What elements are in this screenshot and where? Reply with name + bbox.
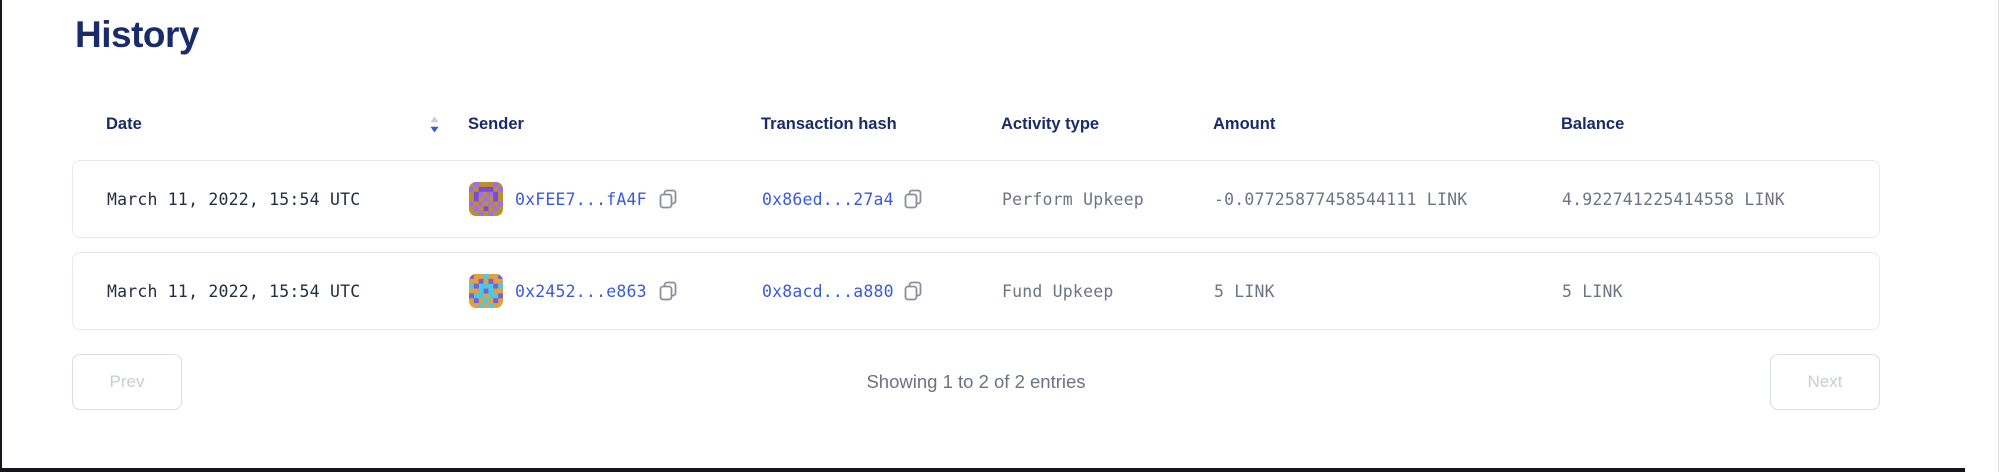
history-table: Date Sender Transaction hash Activity ty… bbox=[72, 109, 1880, 330]
column-header-transaction-hash[interactable]: Transaction hash bbox=[761, 115, 1001, 134]
balance-value: 5 LINK bbox=[1562, 281, 1623, 301]
pagination-bar: Prev Showing 1 to 2 of 2 entries Next bbox=[72, 354, 1880, 410]
copy-icon[interactable] bbox=[904, 189, 922, 209]
balance-cell: 5 LINK bbox=[1562, 282, 1879, 301]
transaction-hash-link[interactable]: 0x8acd...a880 bbox=[762, 281, 894, 301]
balance-value: 4.922741225414558 LINK bbox=[1562, 189, 1785, 209]
sender-address-link[interactable]: 0x2452...e863 bbox=[515, 281, 647, 301]
copy-icon[interactable] bbox=[659, 281, 677, 301]
sort-descending-icon[interactable] bbox=[429, 116, 440, 133]
transaction-hash-cell: 0x86ed...27a4 bbox=[762, 189, 1002, 209]
date-cell: March 11, 2022, 15:54 UTC bbox=[107, 282, 469, 301]
date-value: March 11, 2022, 15:54 UTC bbox=[107, 189, 361, 209]
copy-icon[interactable] bbox=[904, 281, 922, 301]
sender-cell: 0xFEE7...fA4F bbox=[469, 182, 762, 216]
copy-icon[interactable] bbox=[659, 189, 677, 209]
table-row: March 11, 2022, 15:54 UTC 0xFEE7...fA4F … bbox=[72, 160, 1880, 238]
column-header-sender[interactable]: Sender bbox=[468, 115, 761, 134]
sender-cell: 0x2452...e863 bbox=[469, 274, 762, 308]
column-header-activity-type[interactable]: Activity type bbox=[1001, 115, 1213, 134]
column-header-sender-label: Sender bbox=[468, 114, 524, 133]
amount-cell: -0.07725877458544111 LINK bbox=[1214, 190, 1562, 209]
date-value: March 11, 2022, 15:54 UTC bbox=[107, 281, 361, 301]
entries-summary: Showing 1 to 2 of 2 entries bbox=[866, 371, 1086, 392]
sender-avatar bbox=[469, 274, 503, 308]
sender-address-link[interactable]: 0xFEE7...fA4F bbox=[515, 189, 647, 209]
balance-cell: 4.922741225414558 LINK bbox=[1562, 190, 1879, 209]
column-header-date-label: Date bbox=[106, 114, 142, 133]
prev-button[interactable]: Prev bbox=[72, 354, 182, 410]
date-cell: March 11, 2022, 15:54 UTC bbox=[107, 190, 469, 209]
activity-type-cell: Perform Upkeep bbox=[1002, 190, 1214, 209]
table-header-row: Date Sender Transaction hash Activity ty… bbox=[72, 109, 1880, 139]
column-header-amount-label: Amount bbox=[1213, 114, 1276, 133]
left-edge-border bbox=[0, 0, 2, 472]
sender-avatar bbox=[469, 182, 503, 216]
column-header-balance-label: Balance bbox=[1561, 114, 1625, 133]
page-title: History bbox=[75, 14, 199, 55]
transaction-hash-link[interactable]: 0x86ed...27a4 bbox=[762, 189, 894, 209]
bottom-edge-border bbox=[0, 468, 1965, 472]
activity-type-cell: Fund Upkeep bbox=[1002, 282, 1214, 301]
column-header-amount[interactable]: Amount bbox=[1213, 115, 1561, 134]
amount-cell: 5 LINK bbox=[1214, 282, 1562, 301]
table-row: March 11, 2022, 15:54 UTC 0x2452...e863 … bbox=[72, 252, 1880, 330]
column-header-balance[interactable]: Balance bbox=[1561, 115, 1880, 134]
table-rows: March 11, 2022, 15:54 UTC 0xFEE7...fA4F … bbox=[72, 160, 1880, 330]
transaction-hash-cell: 0x8acd...a880 bbox=[762, 281, 1002, 301]
amount-value: 5 LINK bbox=[1214, 281, 1275, 301]
column-header-date[interactable]: Date bbox=[106, 115, 468, 134]
column-header-activity-type-label: Activity type bbox=[1001, 114, 1100, 133]
activity-type-value: Fund Upkeep bbox=[1002, 281, 1114, 301]
amount-value: -0.07725877458544111 LINK bbox=[1214, 189, 1468, 209]
next-button[interactable]: Next bbox=[1770, 354, 1880, 410]
column-header-transaction-hash-label: Transaction hash bbox=[761, 114, 897, 133]
activity-type-value: Perform Upkeep bbox=[1002, 189, 1144, 209]
